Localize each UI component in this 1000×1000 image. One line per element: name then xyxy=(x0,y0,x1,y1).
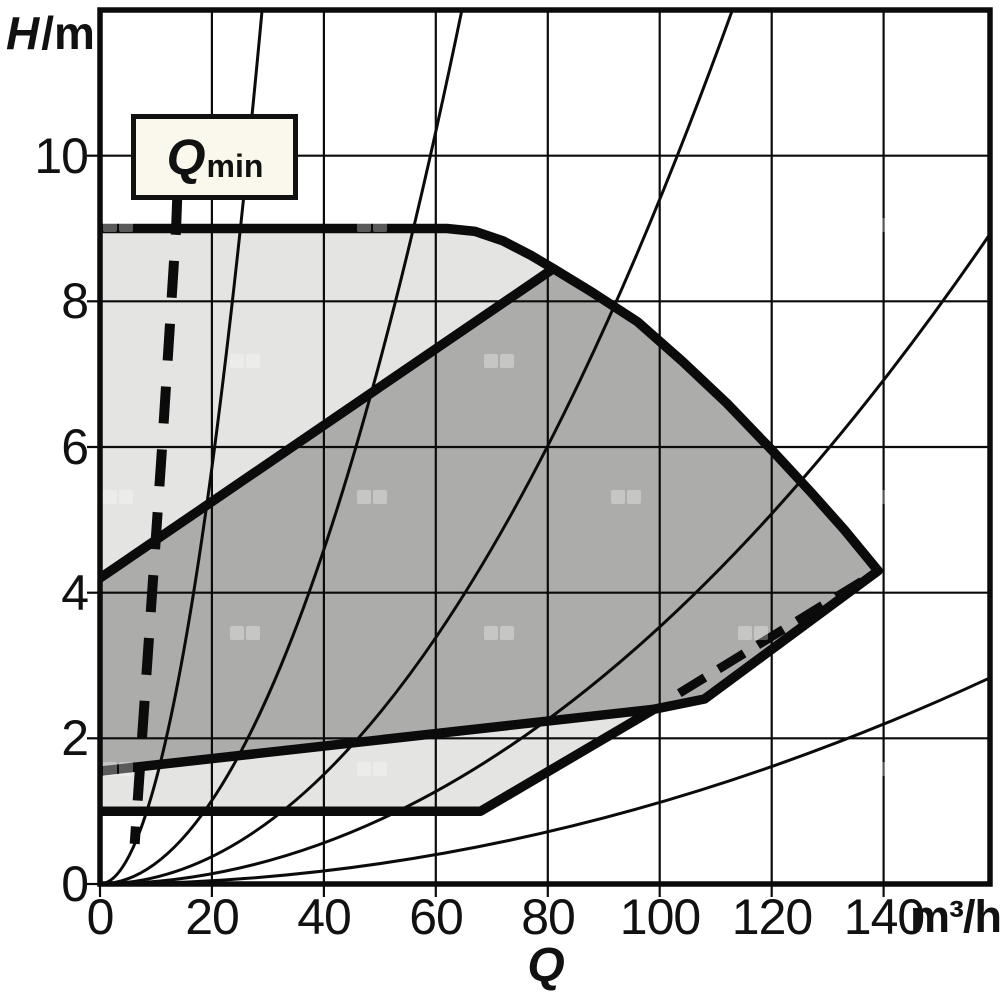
x-axis-title: Q xyxy=(527,939,565,992)
watermark-icon xyxy=(357,490,387,504)
x-tick-label: 80 xyxy=(521,889,576,945)
y-axis-title-unit: /m xyxy=(41,7,95,59)
system-curve xyxy=(99,9,734,886)
watermark-icon xyxy=(611,762,641,776)
dashed-boundary-segment xyxy=(676,574,870,698)
watermark-icon xyxy=(357,762,387,776)
qmin-dashed-line xyxy=(129,197,183,845)
watermark-icon xyxy=(230,354,260,368)
system-curve xyxy=(99,9,264,886)
watermark-icon xyxy=(611,490,641,504)
watermark-icon xyxy=(484,354,514,368)
system-curve xyxy=(99,9,464,886)
watermark-icon xyxy=(357,218,387,232)
watermark-icon xyxy=(865,218,895,232)
x-tick-label: 40 xyxy=(297,889,352,945)
plot-border xyxy=(97,7,993,887)
qmin-label-symbol: Q xyxy=(166,129,206,185)
watermark-icon xyxy=(865,762,895,776)
y-tick-label: 0 xyxy=(61,856,89,912)
x-tick-label: 100 xyxy=(619,889,701,945)
x-tick-label: 20 xyxy=(185,889,240,945)
inner-operating-region xyxy=(100,268,879,772)
y-tick-label: 8 xyxy=(61,273,89,329)
watermark-icon xyxy=(738,354,768,368)
x-tick-label: 0 xyxy=(86,889,115,945)
watermark-icon xyxy=(103,490,133,504)
watermark-icon xyxy=(865,490,895,504)
watermark-icon xyxy=(484,626,514,640)
y-axis-title: H/m xyxy=(6,6,95,60)
outer-envelope-boundary xyxy=(100,223,883,816)
system-curve xyxy=(99,676,991,886)
watermark-icon xyxy=(738,626,768,640)
watermark-icon xyxy=(230,626,260,640)
watermark-icon xyxy=(611,218,641,232)
x-tick-label: 140 xyxy=(843,889,925,945)
qmin-label-subscript: min xyxy=(206,147,264,184)
y-tick-label: 4 xyxy=(61,565,89,621)
y-tick-label: 10 xyxy=(34,128,89,184)
x-axis-unit: m³/h xyxy=(910,891,1000,942)
y-tick-label: 2 xyxy=(61,710,89,766)
inner-envelope-upper-boundary xyxy=(97,264,557,583)
y-tick-label: 6 xyxy=(61,419,89,475)
watermark-icon xyxy=(103,762,133,776)
x-tick-label: 120 xyxy=(731,889,813,945)
y-axis-title-symbol: H xyxy=(6,7,40,59)
watermark-icon xyxy=(103,218,133,232)
x-tick-label: 60 xyxy=(409,889,464,945)
inner-envelope-lower-boundary xyxy=(99,704,655,776)
